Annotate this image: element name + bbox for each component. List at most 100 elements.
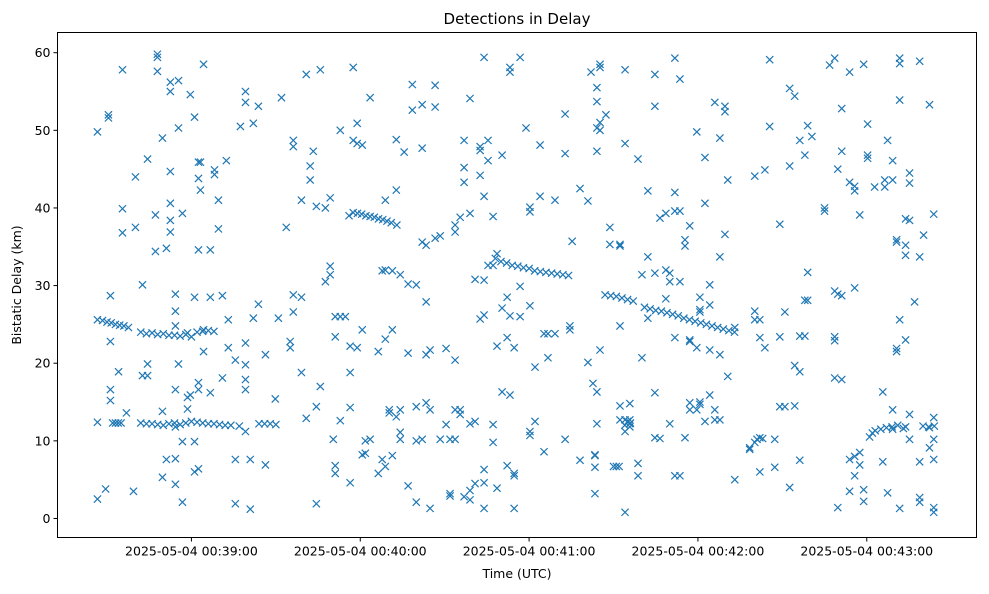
chart-title: Detections in Delay (444, 10, 591, 28)
data-point (143, 371, 152, 380)
data-point (715, 350, 724, 359)
data-point (590, 450, 599, 459)
data-point (795, 136, 804, 145)
data-point (612, 462, 621, 471)
data-point (392, 221, 401, 230)
x-axis: 2025-05-04 00:39:00 2025-05-04 00:40:00 20… (125, 537, 933, 559)
data-point (331, 461, 340, 470)
data-point (162, 455, 171, 464)
data-point (422, 241, 431, 250)
data-point (321, 277, 330, 286)
data-point (183, 404, 192, 414)
data-point (241, 87, 250, 96)
data-point (186, 391, 195, 400)
data-point (510, 469, 519, 478)
data-point (775, 220, 784, 229)
data-point (297, 196, 306, 205)
data-point (349, 63, 358, 72)
x-tick-label: 2025-05-04 00:43:00 (800, 544, 933, 559)
data-point (471, 479, 480, 488)
data-point (837, 291, 846, 300)
data-point (254, 300, 263, 309)
data-point (775, 332, 784, 341)
data-point (271, 394, 280, 403)
data-point (695, 398, 704, 407)
data-point (859, 497, 868, 506)
data-point (297, 293, 306, 302)
data-point (480, 465, 489, 474)
data-point (837, 147, 846, 156)
data-point (643, 186, 652, 195)
data-point (888, 156, 897, 165)
data-point (730, 323, 739, 332)
data-point (643, 314, 652, 323)
data-point (521, 123, 531, 133)
data-point (625, 419, 634, 428)
data-point (795, 456, 804, 465)
data-point (723, 175, 732, 185)
data-point (670, 188, 679, 197)
data-point (592, 387, 601, 396)
data-point (326, 262, 335, 271)
data-point (400, 148, 409, 157)
data-point (271, 420, 280, 429)
data-point (374, 347, 383, 356)
data-point (385, 408, 394, 417)
data-point (863, 120, 872, 129)
data-point (138, 280, 147, 289)
data-point (565, 321, 574, 330)
data-point (249, 314, 258, 323)
data-point (190, 437, 199, 446)
data-point (830, 336, 839, 345)
data-point (723, 372, 732, 381)
data-point (925, 100, 934, 109)
data-point (650, 269, 659, 278)
data-point (353, 139, 362, 148)
data-point (431, 234, 440, 243)
data-point (790, 92, 799, 101)
data-point (93, 418, 102, 427)
data-point (800, 332, 809, 341)
data-point (331, 469, 340, 478)
data-point (845, 455, 854, 464)
data-point (353, 343, 362, 352)
data-point (665, 269, 674, 278)
data-point (346, 342, 355, 351)
data-point (114, 418, 123, 428)
data-point (910, 297, 919, 306)
data-point (670, 333, 679, 342)
data-point (166, 78, 175, 87)
data-point (661, 294, 670, 303)
x-tick-label: 2025-05-04 00:39:00 (125, 544, 258, 559)
data-point (895, 96, 904, 105)
y-tick-label: 50 (35, 123, 51, 138)
data-point (222, 156, 231, 165)
data-point (162, 244, 171, 253)
data-point (592, 83, 601, 92)
data-point (171, 307, 180, 316)
data-point (106, 337, 115, 346)
data-point (158, 473, 167, 482)
data-point (710, 405, 719, 414)
data-point (286, 343, 295, 352)
data-point (929, 413, 938, 422)
data-point (516, 282, 525, 291)
data-point (306, 162, 315, 171)
data-point (422, 297, 431, 306)
data-point (675, 75, 684, 84)
data-point (710, 98, 719, 107)
data-point (655, 434, 664, 443)
data-point (845, 68, 854, 77)
data-point (174, 76, 183, 85)
data-point (431, 81, 440, 90)
data-point (765, 55, 774, 64)
y-tick-label: 30 (35, 278, 51, 293)
data-point (901, 422, 910, 431)
data-point (231, 499, 240, 508)
data-point (625, 415, 634, 424)
data-point (505, 391, 514, 400)
data-point (312, 402, 321, 411)
data-point (381, 266, 390, 275)
data-point (241, 339, 250, 348)
data-point (925, 423, 934, 432)
